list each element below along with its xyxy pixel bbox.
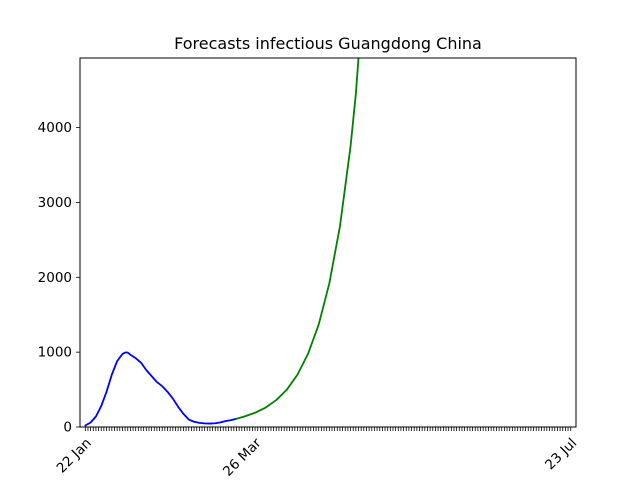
- y-tick-label: 0: [63, 420, 72, 436]
- y-tick-label: 4000: [38, 120, 72, 136]
- series-line-1: [84, 351, 238, 427]
- plot-frame: [79, 57, 577, 428]
- y-axis: 0 1000 2000 3000 4000: [38, 120, 80, 436]
- y-tick-label: 3000: [38, 195, 72, 211]
- series-line-2: [235, 58, 360, 420]
- y-tick-label: 2000: [38, 270, 72, 286]
- series-layer: [84, 58, 360, 427]
- chart-title: Forecasts infectious Guangdong China: [174, 34, 482, 53]
- y-tick-label: 1000: [38, 345, 72, 361]
